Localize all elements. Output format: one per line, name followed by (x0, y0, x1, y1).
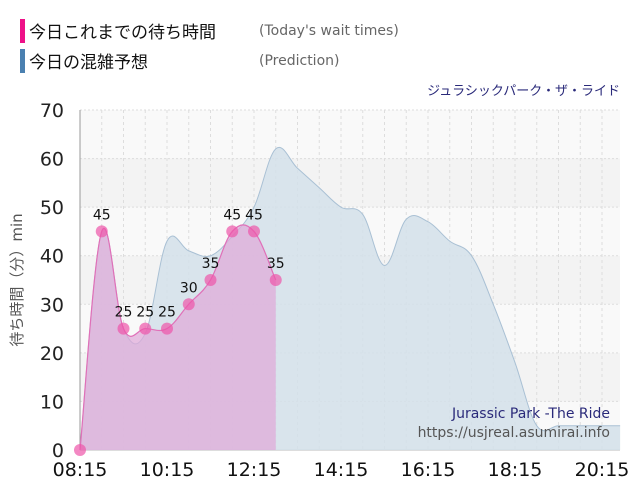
data-label: 25 (158, 305, 176, 321)
actual-area (80, 224, 276, 450)
actual-point (182, 298, 195, 311)
watermark-url: https://usjreal.asumirai.info (418, 425, 610, 441)
actual-point (269, 274, 282, 286)
data-label: 45 (93, 207, 111, 223)
y-tick-label: 0 (52, 440, 64, 462)
x-tick-label: 10:15 (140, 459, 195, 481)
x-tick-label: 08:15 (53, 459, 108, 481)
actual-point (139, 322, 152, 335)
legend-sub-today: (Today's wait times) (259, 22, 399, 39)
legend-color-today (20, 18, 25, 43)
y-tick-label: 20 (40, 343, 64, 365)
legend-sub-prediction: (Prediction) (259, 52, 340, 69)
y-tick-label: 50 (40, 197, 64, 219)
legend-item-prediction: 今日の混雑予想 (Prediction) (20, 48, 339, 73)
data-label: 25 (136, 305, 154, 321)
x-tick-label: 16:15 (401, 459, 456, 481)
actual-point (74, 444, 86, 456)
x-tick-label: 20:15 (575, 459, 630, 481)
legend-label-prediction: 今日の混雑予想 (29, 53, 148, 73)
y-axis-label: 待ち時間（分）min (8, 213, 26, 346)
legend-item-today: 今日これまでの待ち時間 (Today's wait times) (20, 18, 399, 43)
data-label: 45 (223, 207, 241, 223)
y-tick-label: 40 (40, 246, 64, 268)
legend-label-today: 今日これまでの待ち時間 (29, 23, 216, 43)
actual-point (95, 225, 108, 238)
data-label: 30 (180, 280, 198, 296)
y-tick-label: 70 (40, 100, 64, 122)
legend-color-prediction (20, 48, 25, 73)
grid-band (80, 110, 620, 159)
watermark-title: Jurassic Park -The Ride (451, 406, 610, 422)
actual-point (248, 225, 260, 238)
data-label: 25 (115, 305, 133, 321)
ride-name: ジュラシックパーク・ザ・ライド (427, 84, 620, 99)
actual-point (117, 322, 130, 335)
actual-point (161, 322, 173, 335)
y-tick-label: 60 (40, 149, 64, 171)
x-tick-label: 18:15 (488, 459, 543, 481)
x-tick-label: 12:15 (227, 459, 282, 481)
data-label: 35 (267, 256, 285, 272)
actual-point (226, 225, 239, 238)
data-label: 35 (202, 256, 220, 272)
y-tick-label: 10 (40, 391, 64, 413)
grid-band (80, 158, 620, 208)
y-tick-label: 30 (40, 294, 64, 316)
actual-point (204, 274, 217, 286)
x-tick-label: 14:15 (314, 459, 369, 481)
data-label: 45 (245, 207, 263, 223)
